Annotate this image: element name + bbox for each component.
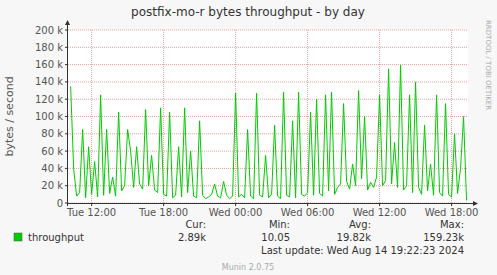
y-tick-label: 20 k <box>41 180 63 191</box>
y-tick-label: 200 k <box>35 25 63 36</box>
grid-line <box>451 30 452 203</box>
grid-line <box>91 30 92 203</box>
legend-stat-value: 10.05 <box>261 232 290 243</box>
x-axis-arrow <box>473 201 478 206</box>
grid-line <box>68 64 468 65</box>
y-tick <box>65 116 68 117</box>
title: postfix-mo-r bytes throughput - by day <box>131 5 365 19</box>
y-axis-arrow <box>65 20 70 25</box>
x-tick-label: Wed 06:00 <box>281 207 335 218</box>
y-tick <box>65 99 68 100</box>
y-tick <box>65 64 68 65</box>
legend-stat-value: 159.23k <box>423 232 464 243</box>
x-tick <box>379 203 380 206</box>
legend-stat-header: Cur: <box>185 219 206 230</box>
y-tick-label: 0 <box>57 198 63 209</box>
y-tick <box>65 151 68 152</box>
x-tick <box>307 203 308 206</box>
plot-area <box>68 30 468 203</box>
footer: Munin 2.0.75 <box>222 263 274 272</box>
grid-line <box>68 168 468 169</box>
x-tick-label: Wed 12:00 <box>353 207 407 218</box>
x-tick-label: Wed 00:00 <box>209 207 263 218</box>
y-tick <box>65 185 68 186</box>
y-tick-label: 100 k <box>35 111 63 122</box>
x-tick <box>235 203 236 206</box>
y-tick <box>65 47 68 48</box>
y-tick-label: 60 k <box>41 146 63 157</box>
legend-stat-value: 19.82k <box>337 232 372 243</box>
x-tick-label: Tue 18:00 <box>138 207 188 218</box>
y-tick-label: 80 k <box>41 128 63 139</box>
x-tick-label: Wed 18:00 <box>425 207 479 218</box>
plot-data <box>71 65 467 200</box>
y-tick-label: 140 k <box>35 76 63 87</box>
y-tick <box>65 203 68 204</box>
y-tick <box>65 133 68 134</box>
y-tick <box>65 168 68 169</box>
x-axis <box>68 203 474 204</box>
y-axis <box>67 24 68 206</box>
background <box>0 0 497 275</box>
legend-stat-header: Max: <box>440 219 464 230</box>
grid-line <box>68 81 468 82</box>
series-line <box>71 65 467 200</box>
legend-stat-value: 2.89k <box>178 232 206 243</box>
grid-line <box>68 99 468 100</box>
y-tick-label: 160 k <box>35 59 63 70</box>
grid-line <box>68 47 468 48</box>
grid-line <box>68 30 468 31</box>
y-tick <box>65 81 68 82</box>
y-axis-label: bytes / second <box>3 76 16 156</box>
watermark: RRDTOOL / TOBI OETIKER <box>484 20 492 110</box>
legend-label: throughput <box>28 232 84 243</box>
legend-stat-header: Min: <box>269 219 290 230</box>
y-tick-label: 120 k <box>35 94 63 105</box>
y-tick <box>65 30 68 31</box>
last-update: Last update: Wed Aug 14 19:22:23 2024 <box>261 245 464 256</box>
x-tick-label: Tue 12:00 <box>66 207 116 218</box>
legend-swatch <box>14 233 22 241</box>
legend-stat-header: Avg: <box>349 219 371 230</box>
grid-line <box>68 116 468 117</box>
x-tick <box>451 203 452 206</box>
chart: 0 20 k 40 k 60 k 80 k 100 k 120 k 140 k 160 k 180… <box>0 0 497 275</box>
x-tick <box>91 203 92 206</box>
y-tick-label: 180 k <box>35 42 63 53</box>
x-tick <box>163 203 164 206</box>
y-tick-label: 40 k <box>41 163 63 174</box>
